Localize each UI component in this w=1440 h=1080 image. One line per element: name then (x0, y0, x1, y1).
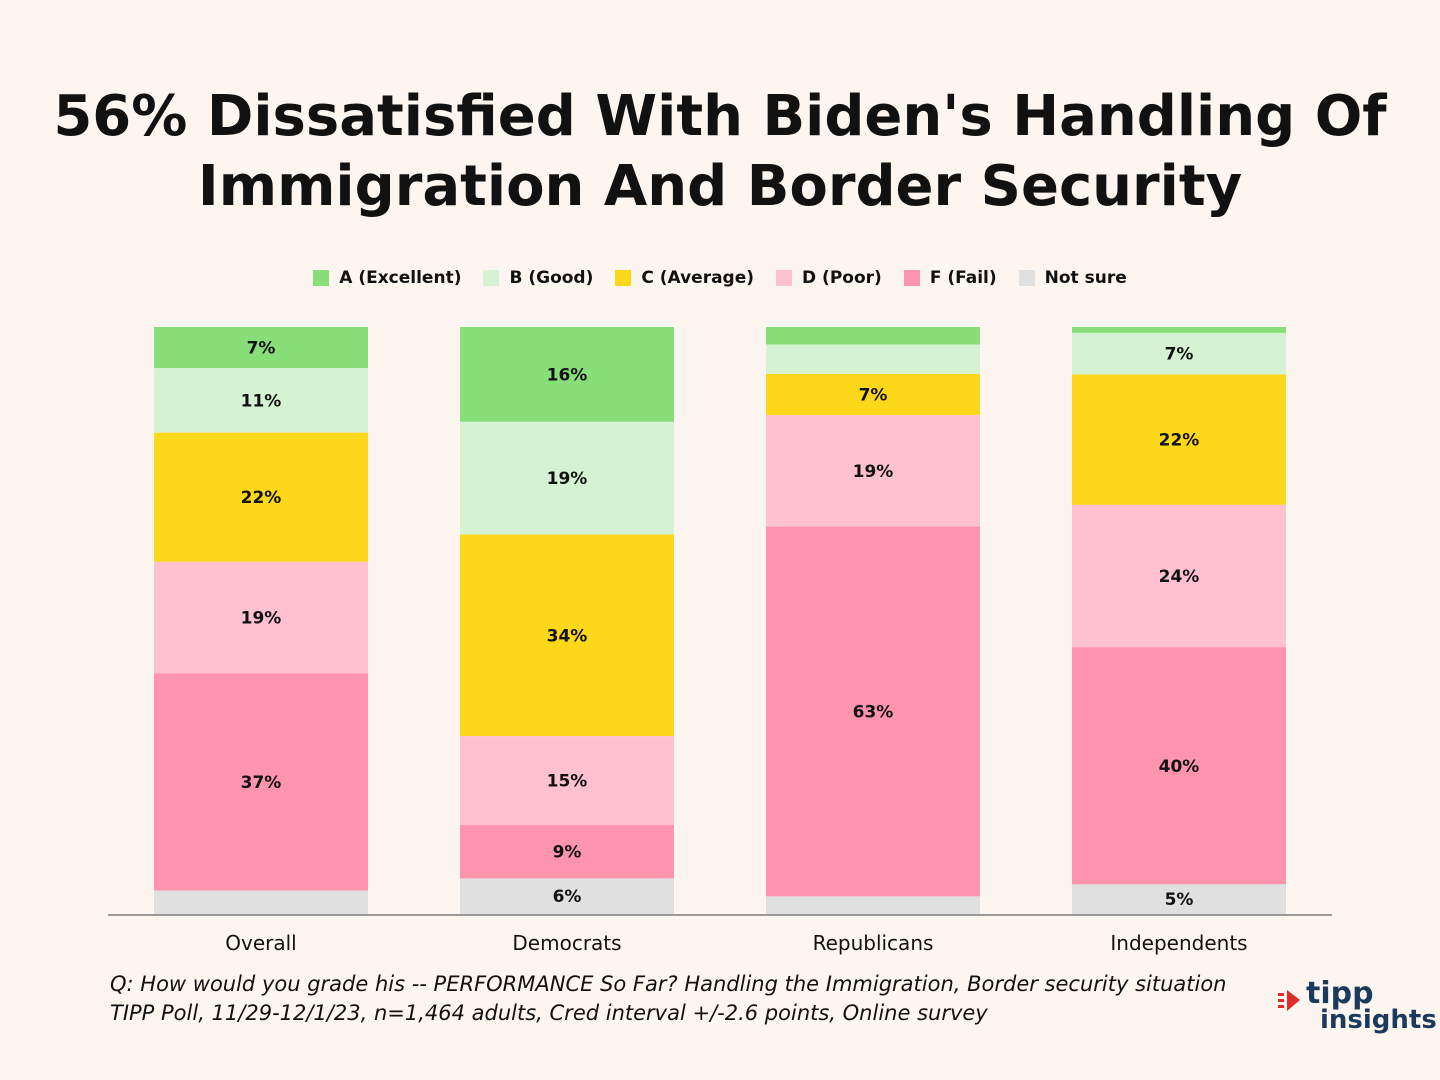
data-label-overall-1: 11% (241, 391, 282, 411)
data-label-overall-2: 22% (241, 488, 282, 508)
bar-segment-overall-3 (154, 561, 368, 674)
data-label-independents-1: 7% (1165, 345, 1194, 365)
data-label-democrats-3: 15% (547, 772, 588, 792)
bar-segment-overall-0 (154, 327, 368, 369)
legend-item-good: B (Good) (483, 268, 593, 288)
bar-segment-independents-4 (1072, 647, 1286, 885)
legend-swatch-not-sure (1018, 270, 1035, 286)
bar-segment-democrats-5 (460, 878, 674, 914)
data-label-independents-4: 40% (1159, 757, 1200, 777)
data-label-democrats-1: 19% (547, 469, 588, 489)
bar-segment-independents-2 (1072, 374, 1286, 505)
legend-item-average: C (Average) (615, 268, 754, 288)
logo-word-insights: insights (1320, 1005, 1437, 1035)
bar-segment-democrats-3 (460, 736, 674, 826)
legend-item-poor: D (Poor) (776, 268, 882, 288)
category-label-democrats: Democrats (512, 931, 621, 955)
bar-segment-democrats-4 (460, 825, 674, 879)
data-label-democrats-2: 34% (547, 626, 588, 646)
legend-item-excellent: A (Excellent) (313, 268, 461, 288)
legend-label-poor: D (Poor) (802, 268, 882, 288)
bar-segment-democrats-1 (460, 421, 674, 535)
legend-label-fail: F (Fail) (929, 268, 997, 288)
bar-segment-republicans-5 (766, 896, 980, 914)
logo-mark-icon (1278, 990, 1300, 1011)
data-label-independents-3: 24% (1159, 567, 1200, 587)
category-label-republicans: Republicans (813, 931, 934, 955)
footnote: Q: How would you grade his -- PERFORMANC… (110, 970, 1227, 1028)
bar-segment-republicans-2 (766, 373, 980, 416)
logo-word-tipp: tipp (1306, 976, 1374, 1011)
legend-label-excellent: A (Excellent) (339, 268, 462, 288)
legend-label-average: C (Average) (641, 268, 755, 288)
data-label-independents-2: 22% (1159, 431, 1200, 451)
data-label-overall-4: 37% (241, 773, 282, 793)
data-label-overall-3: 19% (241, 609, 282, 629)
bar-segment-overall-2 (154, 432, 368, 562)
tipp-insights-logo: tipp insights (1278, 977, 1437, 1035)
chart-legend: A (Excellent) B (Good) C (Average) D (Po… (0, 268, 1440, 288)
bar-segment-democrats-0 (460, 327, 674, 422)
bar-segment-democrats-2 (460, 534, 674, 737)
footnote-question: Q: How would you grade his -- PERFORMANC… (110, 972, 1227, 996)
bar-segment-republicans-1 (766, 344, 980, 374)
legend-swatch-good (483, 270, 500, 286)
data-label-republicans-2: 7% (859, 386, 888, 406)
legend-swatch-average (615, 270, 632, 286)
bar-segment-independents-1 (1072, 332, 1286, 375)
category-label-independents: Independents (1110, 931, 1247, 955)
bar-segment-republicans-0 (766, 327, 980, 345)
legend-swatch-poor (776, 270, 793, 286)
data-label-republicans-3: 19% (853, 462, 894, 482)
data-label-democrats-4: 9% (553, 843, 582, 863)
legend-label-good: B (Good) (509, 268, 594, 288)
chart-title: 56% Dissatisfied With Biden's Handling O… (0, 82, 1440, 222)
bar-segment-independents-3 (1072, 504, 1286, 648)
category-label-overall: Overall (225, 931, 296, 955)
chart-title-line-2: Immigration And Border Security (197, 154, 1243, 219)
legend-swatch-excellent (313, 270, 330, 286)
legend-label-not-sure: Not sure (1044, 268, 1127, 288)
bar-segment-independents-0 (1072, 327, 1286, 333)
bar-segment-overall-4 (154, 673, 368, 891)
data-label-democrats-0: 16% (547, 365, 588, 385)
legend-item-fail: F (Fail) (903, 268, 997, 288)
data-label-republicans-4: 63% (853, 702, 894, 722)
data-label-independents-5: 5% (1165, 890, 1194, 910)
footnote-source: TIPP Poll, 11/29-12/1/23, n=1,464 adults… (110, 1001, 988, 1025)
bar-segment-overall-5 (154, 890, 368, 914)
data-label-democrats-5: 6% (553, 887, 582, 907)
bar-segment-overall-1 (154, 368, 368, 433)
legend-swatch-fail (903, 270, 920, 286)
bar-segment-republicans-4 (766, 526, 980, 897)
legend-item-not-sure: Not sure (1018, 268, 1127, 288)
bar-segment-republicans-3 (766, 415, 980, 527)
chart-title-line-1: 56% Dissatisfied With Biden's Handling O… (53, 84, 1387, 149)
data-label-overall-0: 7% (247, 339, 276, 359)
bar-segment-independents-5 (1072, 884, 1286, 914)
